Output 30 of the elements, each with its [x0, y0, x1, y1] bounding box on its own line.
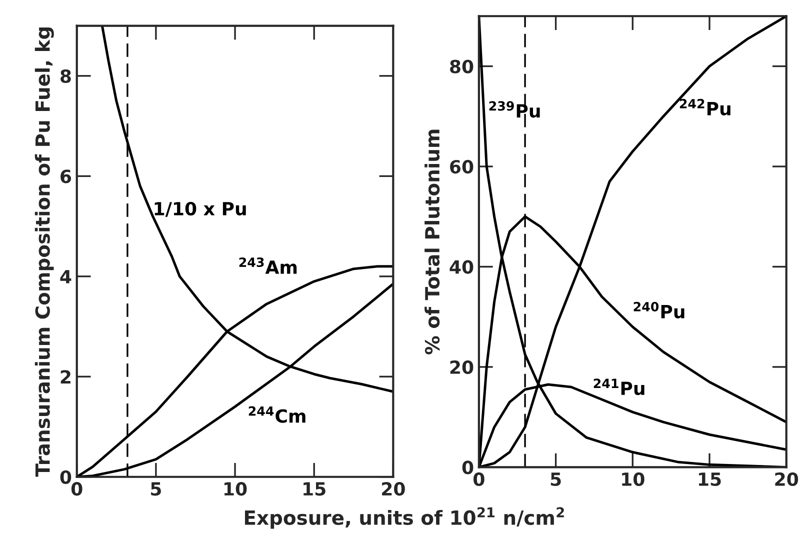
- series-label: $^{241}$Pu: [594, 378, 644, 396]
- x-tick-label: 10: [622, 472, 644, 486]
- y-tick-label: 8: [60, 69, 71, 84]
- y-tick-label: 4: [60, 270, 72, 284]
- line-series: [478, 16, 786, 468]
- x-tick-label: 20: [382, 482, 405, 496]
- y-tick-label: 20: [450, 360, 474, 374]
- series-label: $^{240}$Pu: [634, 302, 684, 318]
- x-tick-label: 5: [550, 472, 561, 486]
- y-tick-label: 6: [60, 170, 72, 184]
- y-tick-label: 40: [450, 260, 474, 274]
- series-label: $^{244}$Cm: [248, 406, 306, 423]
- y-tick-label: 2: [60, 370, 70, 384]
- series-label: 1/10 x Pu: [154, 202, 246, 217]
- y-tick-label: 0: [462, 460, 474, 474]
- x-tick-label: 20: [775, 472, 798, 486]
- x-tick-label: 15: [698, 472, 721, 486]
- x-tick-label: 5: [151, 482, 161, 496]
- series-label: $^{242}$Pu: [680, 98, 730, 116]
- x-tick-label: 10: [224, 482, 247, 496]
- x-axis-title: Exposure, units of 10$^{21}$ n/cm$^{2}$: [244, 507, 564, 529]
- y-axis-title: Transuranium Composition of Pu Fuel, kg: [34, 27, 54, 477]
- x-tick-label: 15: [304, 482, 326, 496]
- y-axis-title: % of Total Plutonium: [424, 130, 440, 354]
- y-tick-label: 80: [450, 60, 474, 74]
- x-tick-label: 0: [474, 472, 484, 486]
- y-tick-label: 60: [450, 160, 474, 174]
- x-tick-label: 0: [71, 482, 82, 496]
- series-label: $^{239}$Pu: [489, 101, 540, 118]
- series-label: $^{243}$Am: [239, 257, 297, 274]
